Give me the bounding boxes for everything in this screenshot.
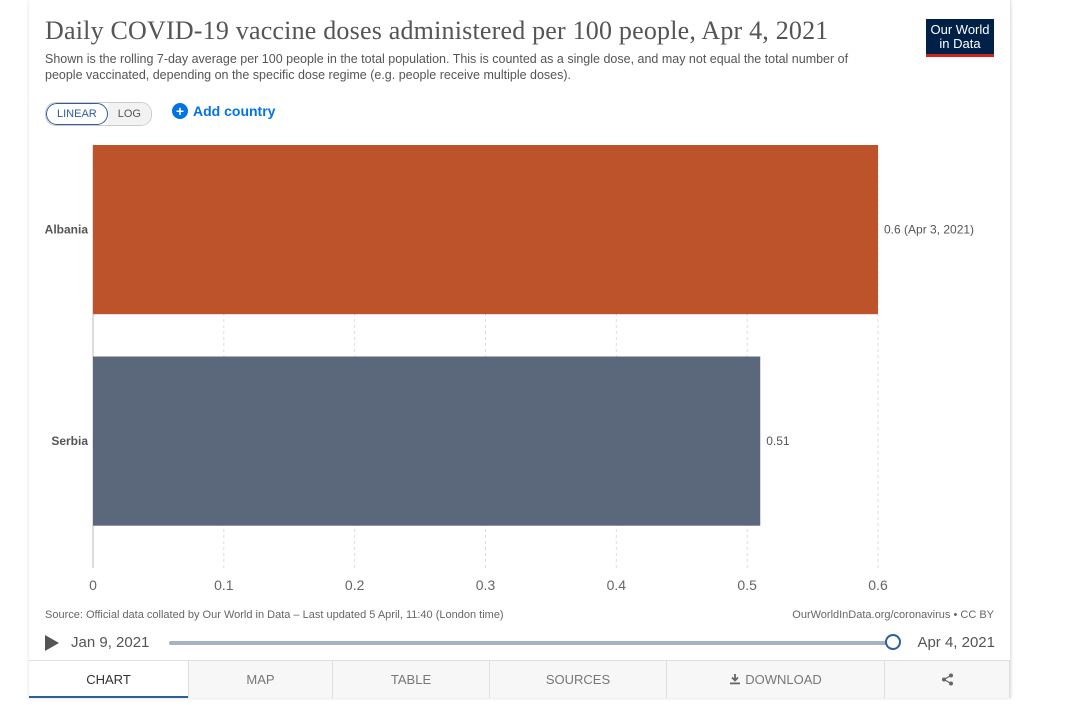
timeline: Jan 9, 2021 Apr 4, 2021 [45,632,995,656]
tab-chart[interactable]: CHART [29,661,189,698]
chart-card: Daily COVID-19 vaccine doses administere… [29,0,1011,698]
tab-bar: CHART MAP TABLE SOURCES DOWNLOAD [29,660,1010,698]
site-link[interactable]: OurWorldInData.org/coronavirus • CC BY [792,609,994,621]
value-label: 0.51 [766,434,790,448]
bar-chart: 0 0.1 0.2 0.3 0.4 0.5 0.6 Albania 0.6 (Apr 3, 20… [45,145,974,593]
category-label: Serbia [51,434,88,448]
timeline-track[interactable] [169,641,893,645]
chart-title: Daily COVID-19 vaccine doses administere… [45,16,829,45]
x-tick-label: 0.3 [476,577,496,593]
bars [93,145,878,526]
x-tick-label: 0 [89,577,97,593]
tab-label: CHART [86,672,131,687]
tab-label: TABLE [390,672,432,687]
download-icon [729,672,745,687]
tab-label: MAP [246,672,275,687]
x-tick-label: 0.6 [868,577,888,593]
timeline-start-date: Jan 9, 2021 [71,634,150,651]
share-icon [941,672,954,687]
value-label: 0.6 (Apr 3, 2021) [884,223,974,237]
timeline-track-fill [169,641,893,645]
plus-circle-icon: + [172,103,188,119]
timeline-handle[interactable] [885,634,901,650]
x-tick-label: 0.1 [214,577,234,593]
tab-label: DOWNLOAD [745,672,822,687]
linear-scale-button[interactable]: LINEAR [46,103,108,125]
tab-map[interactable]: MAP [189,661,333,698]
tab-sources[interactable]: SOURCES [490,661,667,698]
tab-label: SOURCES [545,672,611,687]
timeline-end-date: Apr 4, 2021 [917,634,995,651]
x-tick-label: 0.5 [737,577,757,593]
source-note: Source: Official data collated by Our Wo… [45,609,504,621]
logo-line-2: in Data [939,36,981,51]
log-scale-button[interactable]: LOG [107,103,151,125]
category-label: Albania [45,223,89,237]
tab-download[interactable]: DOWNLOAD [667,661,885,698]
bar-albania[interactable] [93,145,878,315]
scale-toggle: LINEAR LOG [45,102,152,126]
labels: 0 0.1 0.2 0.3 0.4 0.5 0.6 Albania 0.6 (Apr 3, 20… [45,223,974,593]
add-country-label: Add country [193,103,276,119]
x-tick-label: 0.4 [607,577,627,593]
x-tick-label: 0.2 [345,577,365,593]
logo-line-1: Our World [930,22,990,37]
bar-serbia[interactable] [93,356,761,526]
owid-logo[interactable]: Our World in Data [926,19,994,57]
tab-share[interactable] [885,661,1010,698]
play-icon[interactable] [45,635,59,651]
add-country-button[interactable]: + Add country [172,103,275,119]
chart-subtitle: Shown is the rolling 7-day average per 1… [45,52,849,82]
tab-table[interactable]: TABLE [333,661,490,698]
